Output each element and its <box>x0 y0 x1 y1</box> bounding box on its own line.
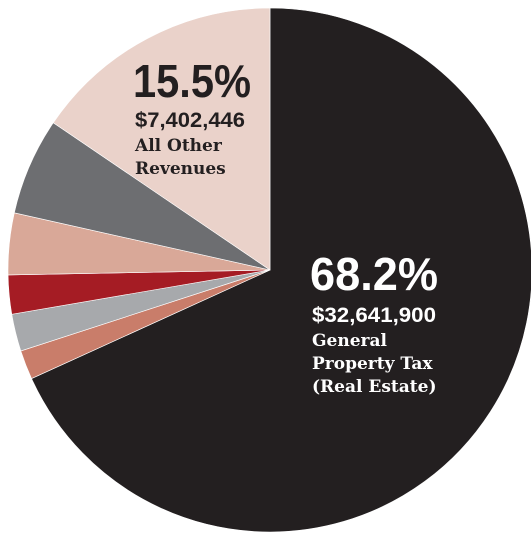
label-all-other-revenues: 15.5% $7,402,446 All Other Revenues <box>133 55 251 179</box>
label-general-property-tax: 68.2% $32,641,900 General Property Tax (… <box>310 248 438 397</box>
pie-slice-7 <box>52 7 271 271</box>
pie-slice-1 <box>31 7 531 533</box>
slice-amount-all-other-revenues: $7,402,446 <box>135 109 245 132</box>
slice-label-line-3: (Real Estate) <box>312 377 437 397</box>
pie-slices <box>7 7 531 533</box>
slice-label-line-2: Revenues <box>135 159 226 179</box>
slice-label-line-1: General <box>312 331 387 351</box>
slice-label-line-2: Property Tax <box>312 354 433 374</box>
slice-percent-all-other-revenues: 15.5% <box>133 55 251 107</box>
slice-label-line-1: All Other <box>134 136 223 156</box>
slice-percent-general-property-tax: 68.2% <box>310 248 438 300</box>
slice-amount-general-property-tax: $32,641,900 <box>312 304 436 327</box>
